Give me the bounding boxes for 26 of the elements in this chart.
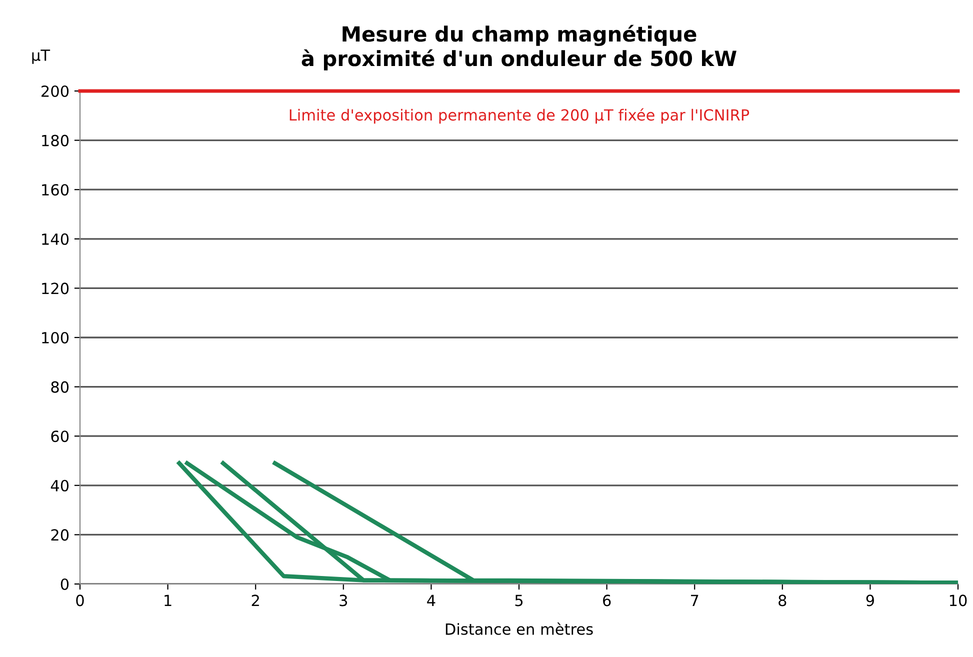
x-tick-label: 8	[778, 594, 786, 606]
ref-line-label: Limite d'exposition permanente de 200 µT fixée par l'ICNIRP	[290, 108, 750, 124]
x-tick-label: 4	[427, 594, 436, 606]
y-tick-label: 140	[42, 233, 69, 245]
x-tick-label: 10	[950, 594, 967, 606]
y-tick-label: 40	[50, 480, 69, 492]
y-tick-label: 100	[42, 332, 69, 344]
y-axis-title: µT	[32, 50, 50, 64]
x-tick-label: 3	[340, 594, 348, 606]
x-tick-label: 9	[866, 594, 874, 606]
y-tick-label: 60	[51, 430, 69, 442]
x-tick-label: 6	[603, 594, 611, 606]
y-tick-label: 160	[42, 184, 69, 196]
y-tick-label: 0	[60, 578, 69, 590]
x-tick-label: 7	[690, 594, 698, 606]
x-tick-label: 0	[76, 594, 84, 606]
y-tick-label: 180	[42, 134, 69, 146]
y-tick-label: 80	[51, 381, 69, 393]
y-tick-label: 120	[42, 282, 69, 294]
chart-title: Mesure du champ magnétique à proximité d'un onduleur de 500 kW	[302, 24, 736, 70]
y-tick-label: 200	[42, 85, 69, 98]
x-tick-label: 5	[515, 594, 523, 606]
x-axis-title: Distance en mètres	[446, 622, 593, 635]
x-tick-label: 1	[164, 594, 172, 606]
y-tick-label: 20	[51, 529, 69, 541]
x-tick-label: 2	[252, 594, 259, 606]
